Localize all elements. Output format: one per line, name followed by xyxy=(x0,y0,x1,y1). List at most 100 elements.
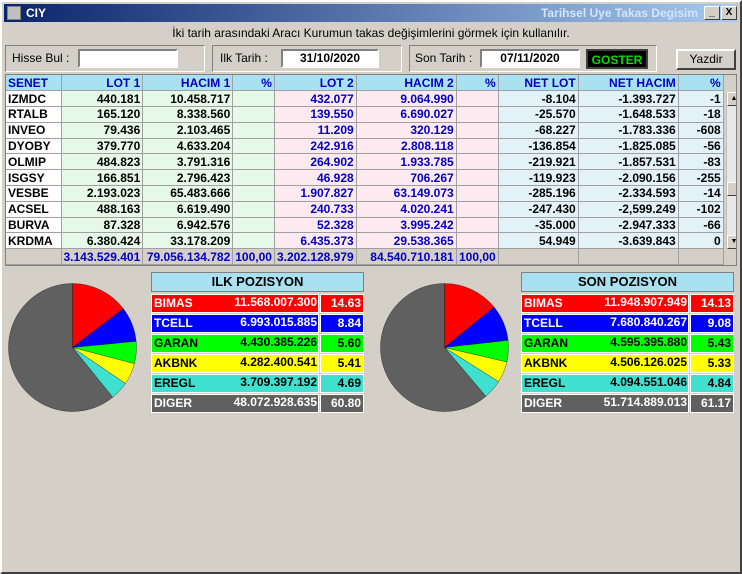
son-position-row: AKBNK 4.506.126.025 5.33 xyxy=(521,354,734,373)
end-date-group xyxy=(409,45,657,72)
col-header-hacim1[interactable]: HACIM 1 xyxy=(142,75,234,92)
son-position-row: GARAN 4.595.395.880 5.43 xyxy=(521,334,734,353)
col-header-net-hacim[interactable]: NET HACIM xyxy=(578,75,679,92)
table-cell: -68.227 xyxy=(498,122,579,139)
table-cell: 65.483.666 xyxy=(142,185,234,202)
table-cell: 6.435.373 xyxy=(274,232,357,250)
print-button[interactable]: Yazdir xyxy=(676,49,736,70)
total-cell: 84.540.710.181 xyxy=(356,248,457,265)
table-cell: 3.995.242 xyxy=(356,217,457,234)
title-bar[interactable]: CIY Tarihsel Uye Takas Degisim _ X xyxy=(4,4,738,22)
table-cell: -1.393.727 xyxy=(578,90,679,108)
col-header-pct1[interactable]: % xyxy=(232,75,275,92)
table-cell: VESBE xyxy=(6,185,62,202)
table-cell: 320.129 xyxy=(356,122,457,139)
end-date-input[interactable]: 07/11/2020 xyxy=(480,49,580,68)
table-cell: 79.436 xyxy=(61,122,144,139)
table-cell: 139.550 xyxy=(274,106,357,123)
table-cell: 2.103.465 xyxy=(142,122,234,139)
ilk-position-row: AKBNK 4.282.400.541 5.41 xyxy=(151,354,364,373)
col-header-lot2[interactable]: LOT 2 xyxy=(274,75,357,92)
search-input[interactable] xyxy=(78,49,178,68)
table-cell xyxy=(456,153,499,171)
table-row[interactable]: DYOBY 379.770 4.633.204 242.916 2.808.118 -13… xyxy=(6,138,724,155)
scroll-down-icon[interactable]: ▼ xyxy=(727,235,736,249)
table-cell: 2.808.118 xyxy=(356,138,457,155)
ilk-position-name: TCELL xyxy=(151,314,319,333)
table-cell: 706.267 xyxy=(356,169,457,187)
table-cell: 4.633.204 xyxy=(142,138,234,155)
table-cell xyxy=(232,106,275,123)
table-cell: 11.209 xyxy=(274,122,357,139)
ilk-pozisyon-title: ILK POZISYON xyxy=(151,272,364,292)
table-cell xyxy=(232,185,275,202)
table-cell: 10.458.717 xyxy=(142,90,234,108)
table-row[interactable]: RTALB 165.120 8.338.560 139.550 6.690.027 -25… xyxy=(6,106,724,123)
col-header-lot1[interactable]: LOT 1 xyxy=(61,75,144,92)
goster-button[interactable]: GOSTER xyxy=(586,49,648,69)
son-position-name: GARAN xyxy=(521,334,689,353)
total-cell: 3.143.529.401 xyxy=(61,248,144,265)
table-cell xyxy=(456,217,499,234)
scroll-thumb[interactable] xyxy=(727,182,736,196)
col-header-net-lot[interactable]: NET LOT xyxy=(498,75,579,92)
table-cell: 165.120 xyxy=(61,106,144,123)
total-cell xyxy=(578,248,679,265)
son-position-pct: 4.84 xyxy=(690,374,734,393)
table-cell: 9.064.990 xyxy=(356,90,457,108)
minimize-button[interactable]: _ xyxy=(704,6,720,20)
scroll-up-icon[interactable]: ▲ xyxy=(727,92,736,106)
col-header-hacim2[interactable]: HACIM 2 xyxy=(356,75,457,92)
son-position-pct: 5.43 xyxy=(690,334,734,353)
table-cell: -1.825.085 xyxy=(578,138,679,155)
table-cell: -8.104 xyxy=(498,90,579,108)
table-cell xyxy=(232,153,275,171)
table-cell: -18 xyxy=(678,106,724,123)
end-date-label: Son Tarih : xyxy=(415,51,473,65)
table-cell xyxy=(456,90,499,108)
table-cell: 6.942.576 xyxy=(142,217,234,234)
table-row[interactable]: KRDMA 6.380.424 33.178.209 6.435.373 29.538.… xyxy=(6,232,724,250)
table-row[interactable]: IZMDC 440.181 10.458.717 432.077 9.064.990 -8… xyxy=(6,90,724,108)
table-cell: 166.851 xyxy=(61,169,144,187)
vertical-scrollbar[interactable]: ▲ ▼ xyxy=(726,92,736,249)
table-cell: -1 xyxy=(678,90,724,108)
table-row[interactable]: VESBE 2.193.023 65.483.666 1.907.827 63.149.… xyxy=(6,185,724,202)
col-header-pct2[interactable]: % xyxy=(456,75,499,92)
table-row[interactable]: OLMIP 484.823 3.791.316 264.902 1.933.785 -21… xyxy=(6,153,724,171)
ilk-position-pct: 5.41 xyxy=(320,354,364,373)
table-cell: 2.193.023 xyxy=(61,185,144,202)
col-header-net-pct[interactable]: % xyxy=(678,75,724,92)
table-cell: 6.690.027 xyxy=(356,106,457,123)
table-cell: -2.090.156 xyxy=(578,169,679,187)
table-cell: -3.639.843 xyxy=(578,232,679,250)
son-position-name: BIMAS xyxy=(521,294,689,313)
col-header-senet[interactable]: SENET xyxy=(6,75,62,92)
table-cell xyxy=(456,106,499,123)
table-cell: -608 xyxy=(678,122,724,139)
ilk-position-pct: 4.69 xyxy=(320,374,364,393)
table-cell: -25.570 xyxy=(498,106,579,123)
table-cell xyxy=(232,232,275,250)
table-row[interactable]: BURVA 87.328 6.942.576 52.328 3.995.242 -35.0… xyxy=(6,217,724,234)
son-position-value: 11.948.907.949 xyxy=(604,295,687,309)
ilk-position-name: BIMAS xyxy=(151,294,319,313)
total-cell xyxy=(498,248,579,265)
table-row[interactable]: INVEO 79.436 2.103.465 11.209 320.129 -68.227… xyxy=(6,122,724,139)
table-cell: 6.619.490 xyxy=(142,201,234,218)
table-cell: 63.149.073 xyxy=(356,185,457,202)
total-cell: 100,00 xyxy=(456,248,499,265)
table-cell: -247.430 xyxy=(498,201,579,218)
table-cell: 54.949 xyxy=(498,232,579,250)
son-pie-slice-bimas xyxy=(444,283,495,348)
table-cell xyxy=(232,138,275,155)
ilk-position-row: DIGER 48.072.928.635 60.80 xyxy=(151,394,364,413)
table-row[interactable]: ACSEL 488.163 6.619.490 240.733 4.020.241 -24… xyxy=(6,201,724,218)
ilk-position-value: 11.568.007.300 xyxy=(234,295,317,309)
son-position-pct: 5.33 xyxy=(690,354,734,373)
start-date-input[interactable]: 31/10/2020 xyxy=(281,49,379,68)
table-cell: -2.334.593 xyxy=(578,185,679,202)
close-button[interactable]: X xyxy=(721,6,737,20)
table-header-row: SENET LOT 1 HACIM 1 % LOT 2 HACIM 2 % NE… xyxy=(6,75,724,92)
table-row[interactable]: ISGSY 166.851 2.796.423 46.928 706.267 -119.9… xyxy=(6,169,724,187)
